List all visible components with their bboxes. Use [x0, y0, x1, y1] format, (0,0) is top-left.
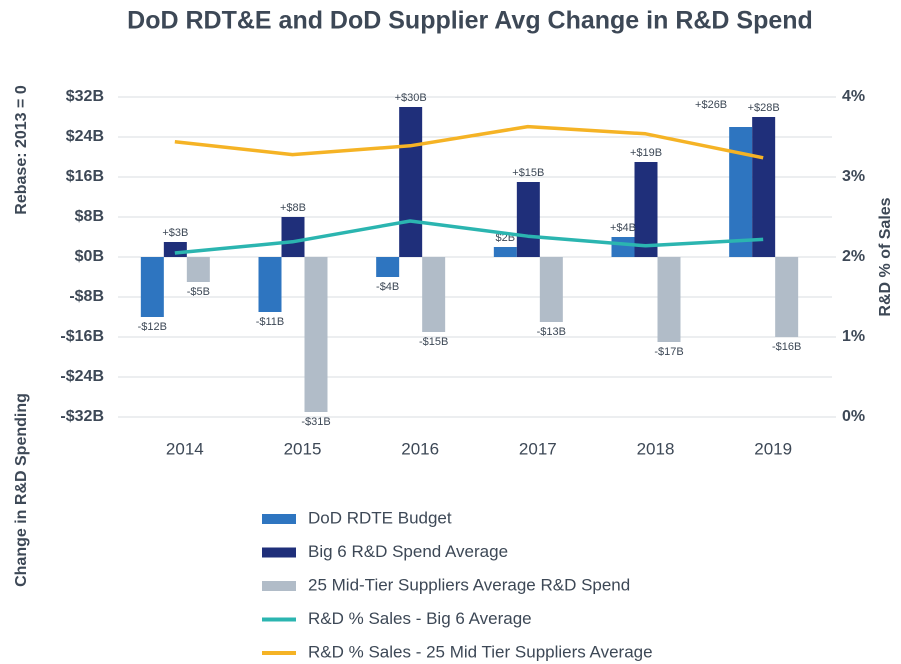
- y-tick-label: -$16B: [60, 328, 104, 345]
- data-label: -$11B: [256, 316, 285, 328]
- bar: [493, 247, 517, 257]
- x-tick-label: 2015: [284, 439, 322, 458]
- bar: [775, 257, 799, 337]
- bar: [539, 257, 563, 322]
- bar: [140, 257, 164, 317]
- legend-swatch: [262, 581, 296, 591]
- bar: [634, 162, 658, 257]
- line: [174, 124, 764, 160]
- data-label: +$30B: [395, 92, 427, 104]
- legend-swatch: [262, 514, 296, 524]
- data-label: -$15B: [419, 336, 448, 348]
- y-tick-label: -$8B: [69, 288, 104, 305]
- y2-tick-label: 0%: [842, 408, 865, 425]
- y-axis-label: Rebase: 2013 = 0: [13, 85, 30, 215]
- y-tick-label: $16B: [66, 168, 104, 185]
- y-tick-label: $0B: [75, 248, 104, 265]
- x-tick-label: 2018: [637, 439, 675, 458]
- bar: [611, 237, 635, 257]
- bar: [281, 217, 305, 257]
- line: [174, 219, 764, 255]
- bar: [258, 257, 282, 312]
- data-label: -$16B: [772, 341, 801, 353]
- legend-label: R&D % Sales - Big 6 Average: [308, 609, 532, 628]
- legend-label: DoD RDTE Budget: [308, 508, 452, 527]
- legend-label: 25 Mid-Tier Suppliers Average R&D Spend: [308, 575, 630, 594]
- data-label: +$15B: [512, 167, 544, 179]
- data-label: +$8B: [280, 202, 306, 214]
- x-tick-label: 2016: [401, 439, 439, 458]
- legend-swatch: [262, 547, 296, 558]
- y2-tick-label: 4%: [842, 88, 865, 105]
- y-tick-label: -$32B: [60, 408, 104, 425]
- y2-tick-label: 1%: [842, 328, 865, 345]
- bar: [304, 257, 328, 412]
- data-label: -$5B: [187, 286, 210, 298]
- bar: [729, 127, 753, 257]
- y-tick-label: $8B: [75, 208, 104, 225]
- chart-title: DoD RDT&E and DoD Supplier Avg Change in…: [127, 7, 813, 35]
- y-tick-label: -$24B: [60, 368, 104, 385]
- bar: [399, 107, 423, 257]
- data-label: +$19B: [630, 147, 662, 159]
- y-axis-label: Change in R&D Spending: [13, 393, 30, 587]
- data-label: -$31B: [301, 416, 330, 428]
- data-label: -$12B: [138, 321, 167, 333]
- legend-label: Big 6 R&D Spend Average: [308, 542, 508, 561]
- data-label: +$28B: [748, 102, 780, 114]
- bar: [422, 257, 446, 332]
- bar: [752, 117, 776, 257]
- y-tick-label: $32B: [66, 88, 104, 105]
- legend-label: R&D % Sales - 25 Mid Tier Suppliers Aver…: [308, 642, 653, 661]
- bar: [516, 182, 540, 257]
- data-label: +$4B: [610, 222, 636, 234]
- bar: [657, 257, 681, 342]
- y2-tick-label: 2%: [842, 248, 865, 265]
- data-label: +$3B: [162, 227, 188, 239]
- y-tick-label: $24B: [66, 128, 104, 145]
- bar: [163, 242, 187, 257]
- y2-axis-label: R&D % of Sales: [877, 197, 894, 316]
- bar: [186, 257, 210, 282]
- x-tick-label: 2017: [519, 439, 557, 458]
- data-label: -$13B: [537, 326, 566, 338]
- y2-tick-label: 3%: [842, 168, 865, 185]
- x-tick-label: 2014: [166, 439, 204, 458]
- data-label: +$26B: [695, 99, 727, 111]
- x-tick-label: 2019: [754, 439, 792, 458]
- bar: [376, 257, 400, 277]
- data-label: -$17B: [654, 346, 683, 358]
- data-label: -$4B: [376, 281, 399, 293]
